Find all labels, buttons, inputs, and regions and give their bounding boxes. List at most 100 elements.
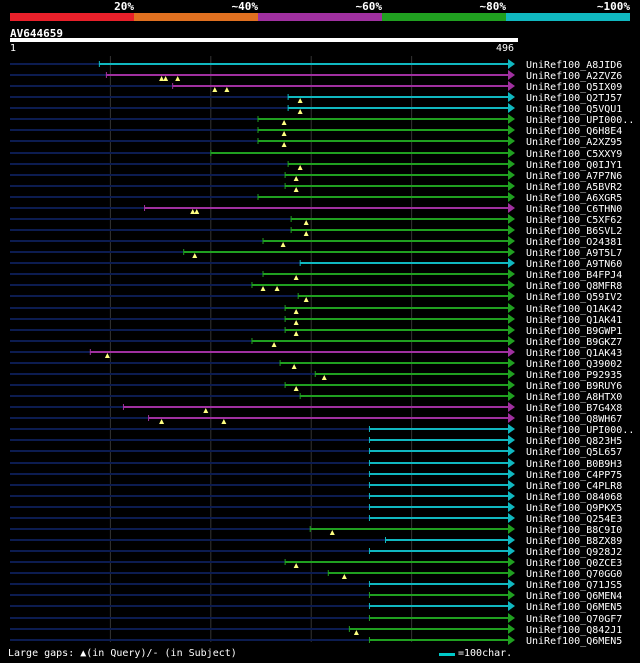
hit-arrow xyxy=(508,624,515,634)
hit-label[interactable]: UniRef100_B7G4X8 xyxy=(526,403,622,414)
hit-arrow xyxy=(508,170,515,180)
hit-label[interactable]: UniRef100_Q59IV2 xyxy=(526,292,622,303)
hit-arrow xyxy=(508,236,515,246)
hit-label[interactable]: UniRef100_Q70GG0 xyxy=(526,569,622,580)
hit-label[interactable]: UniRef100_Q1AK42 xyxy=(526,304,622,315)
hit-label[interactable]: UniRef100_A8JID6 xyxy=(526,60,622,71)
hit-label[interactable]: UniRef100_Q9PKX5 xyxy=(526,503,622,514)
gap-marker-icon xyxy=(303,231,309,236)
hit-label[interactable]: UniRef100_B9RUY6 xyxy=(526,381,622,392)
hit-label[interactable]: UniRef100_Q70GF7 xyxy=(526,614,622,625)
hit-arrow xyxy=(508,613,515,623)
hit-arrow xyxy=(508,480,515,490)
hit-label[interactable]: UniRef100_Q5IX09 xyxy=(526,82,622,93)
hit-arrow xyxy=(508,192,515,202)
gap-marker-icon xyxy=(159,76,165,81)
legend-segment-100 xyxy=(506,13,630,21)
hit-arrow xyxy=(508,557,515,567)
gap-marker-icon xyxy=(353,630,359,635)
hit-arrow xyxy=(508,413,515,423)
hit-label[interactable]: UniRef100_B9GWP1 xyxy=(526,326,622,337)
hit-label[interactable]: UniRef100_B9GKZ7 xyxy=(526,337,622,348)
hit-label[interactable]: UniRef100_Q0ZCE3 xyxy=(526,558,622,569)
hit-label[interactable]: UniRef100_A2XZ95 xyxy=(526,137,622,148)
hit-label[interactable]: UniRef100_Q6H8E4 xyxy=(526,126,622,137)
hit-label[interactable]: UniRef100_A2ZVZ6 xyxy=(526,71,622,82)
hit-label[interactable]: UniRef100_C5XXY9 xyxy=(526,149,622,160)
identity-legend-bar xyxy=(10,13,630,21)
gap-marker-icon xyxy=(321,375,327,380)
hit-label[interactable]: UniRef100_UPI000.. xyxy=(526,425,634,436)
hit-label[interactable]: UniRef100_B0B9H3 xyxy=(526,459,622,470)
gap-marker-icon xyxy=(260,286,266,291)
gap-marker-icon xyxy=(281,131,287,136)
hit-arrow xyxy=(508,424,515,434)
hit-label[interactable]: UniRef100_Q254E3 xyxy=(526,514,622,525)
hit-label[interactable]: UniRef100_B8C9I0 xyxy=(526,525,622,536)
hit-label[interactable]: UniRef100_P92935 xyxy=(526,370,622,381)
hit-label[interactable]: UniRef100_Q823H5 xyxy=(526,436,622,447)
gap-marker-icon xyxy=(293,563,299,568)
hit-arrow xyxy=(508,214,515,224)
hit-label[interactable]: UniRef100_Q39002 xyxy=(526,359,622,370)
hit-label[interactable]: UniRef100_A7P7N6 xyxy=(526,171,622,182)
gap-marker-icon xyxy=(293,309,299,314)
hit-label[interactable]: UniRef100_A6XGR5 xyxy=(526,193,622,204)
hit-arrow xyxy=(508,269,515,279)
hit-arrow xyxy=(508,524,515,534)
hit-label[interactable]: UniRef100_C5XF62 xyxy=(526,215,622,226)
hit-arrow xyxy=(508,546,515,556)
hit-label[interactable]: UniRef100_B6SVL2 xyxy=(526,226,622,237)
hit-label[interactable]: UniRef100_B8ZX89 xyxy=(526,536,622,547)
gap-marker-icon xyxy=(163,76,169,81)
hit-arrow xyxy=(508,601,515,611)
legend-segment-80 xyxy=(382,13,506,21)
hit-label[interactable]: UniRef100_Q928J2 xyxy=(526,547,622,558)
hit-label[interactable]: UniRef100_Q6MEN5 xyxy=(526,602,622,613)
hit-label[interactable]: UniRef100_A8HTX0 xyxy=(526,392,622,403)
hit-arrow xyxy=(508,469,515,479)
hit-arrow xyxy=(508,358,515,368)
gap-marker-icon xyxy=(104,353,110,358)
hit-arrow xyxy=(508,114,515,124)
hit-label[interactable]: UniRef100_O24381 xyxy=(526,237,622,248)
hit-label[interactable]: UniRef100_C4PLR8 xyxy=(526,481,622,492)
hit-label[interactable]: UniRef100_A9TN60 xyxy=(526,259,622,270)
hit-label[interactable]: UniRef100_A9T5L7 xyxy=(526,248,622,259)
legend-label-60: ~60% xyxy=(355,0,383,13)
hit-arrow xyxy=(508,81,515,91)
hit-label[interactable]: UniRef100_Q5VQU1 xyxy=(526,104,622,115)
hit-label[interactable]: UniRef100_Q71JS5 xyxy=(526,580,622,591)
hit-label[interactable]: UniRef100_Q2TJ57 xyxy=(526,93,622,104)
hit-arrow xyxy=(508,446,515,456)
gap-marker-icon xyxy=(175,76,181,81)
hit-label[interactable]: UniRef100_Q1AK41 xyxy=(526,315,622,326)
hit-label[interactable]: UniRef100_C6THN0 xyxy=(526,204,622,215)
hit-arrow xyxy=(508,402,515,412)
hit-arrow xyxy=(508,579,515,589)
legend-segment-20 xyxy=(10,13,134,21)
hit-label[interactable]: UniRef100_C4PP75 xyxy=(526,470,622,481)
hit-arrow xyxy=(508,502,515,512)
gap-marker-icon xyxy=(203,408,209,413)
hit-arrow xyxy=(508,314,515,324)
hit-label[interactable]: UniRef100_Q842J1 xyxy=(526,625,622,636)
hit-label[interactable]: UniRef100_O84068 xyxy=(526,492,622,503)
hit-label[interactable]: UniRef100_Q1AK43 xyxy=(526,348,622,359)
hit-label[interactable]: UniRef100_UPI000.. xyxy=(526,115,634,126)
hit-label[interactable]: UniRef100_B4FPJ4 xyxy=(526,270,622,281)
hit-label[interactable]: UniRef100_Q6MEN4 xyxy=(526,591,622,602)
query-end: 496 xyxy=(496,43,515,54)
legend-label-40: ~40% xyxy=(231,0,259,13)
hit-label[interactable]: UniRef100_A5BVR2 xyxy=(526,182,622,193)
hit-arrow xyxy=(508,513,515,523)
gap-marker-icon xyxy=(221,419,227,424)
hit-label[interactable]: UniRef100_Q8MFR8 xyxy=(526,281,622,292)
hit-label[interactable]: UniRef100_Q5L657 xyxy=(526,447,622,458)
hit-arrow xyxy=(508,291,515,301)
hit-label[interactable]: UniRef100_Q8WH67 xyxy=(526,414,622,425)
gap-marker-icon xyxy=(274,286,280,291)
hit-arrow xyxy=(508,635,515,645)
hit-label[interactable]: UniRef100_Q0IJY1 xyxy=(526,160,622,171)
hit-label[interactable]: UniRef100_Q6MEN5 xyxy=(526,636,622,647)
